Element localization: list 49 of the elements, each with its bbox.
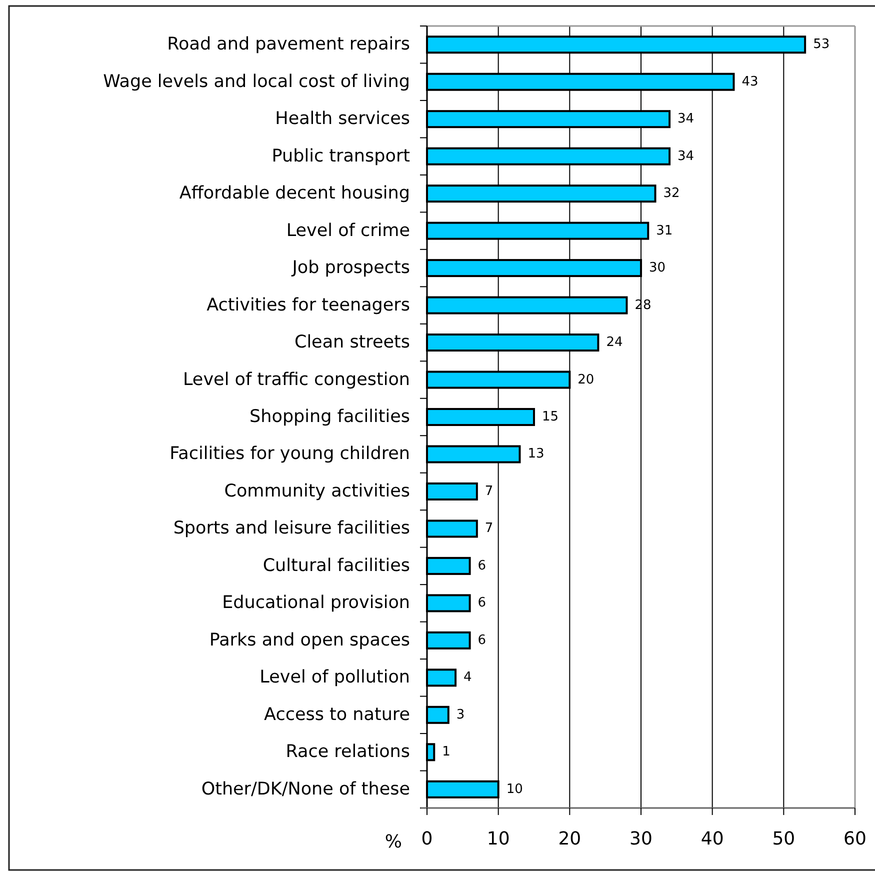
- x-tick-label: 50: [772, 828, 796, 850]
- y-tick-label: Facilities for young children: [170, 444, 410, 464]
- data-label: 1: [442, 744, 450, 760]
- y-tick-label: Educational provision: [222, 593, 410, 614]
- y-tick-label: Other/DK/None of these: [201, 779, 410, 800]
- data-label: 31: [656, 223, 673, 238]
- data-label: 20: [578, 372, 594, 388]
- y-tick-label: Sports and leisure facilities: [173, 518, 410, 539]
- data-label: 34: [678, 112, 694, 127]
- data-label: 6: [478, 596, 486, 611]
- y-tick-label: Level of pollution: [260, 668, 410, 688]
- data-label: 7: [484, 521, 494, 536]
- y-tick-label: Affordable decent housing: [179, 184, 410, 204]
- y-tick-label: Clean streets: [294, 332, 410, 353]
- data-label: 15: [542, 410, 559, 424]
- y-tick-label: Level of crime: [286, 220, 410, 241]
- y-tick-label: Shopping facilities: [250, 407, 410, 427]
- y-tick-label: Cultural facilities: [262, 556, 410, 576]
- y-tick-label: Access to nature: [264, 704, 410, 725]
- x-tick-label: 20: [558, 828, 582, 850]
- y-tick-label: Health services: [275, 109, 410, 130]
- y-tick-label: Public transport: [272, 146, 410, 166]
- x-tick-label: 60: [844, 828, 866, 850]
- x-axis-title: %: [384, 832, 402, 852]
- data-label: 43: [742, 74, 758, 90]
- data-label: 32: [663, 186, 680, 202]
- y-tick-label: Activities for teenagers: [206, 295, 410, 316]
- data-label: 4: [464, 670, 472, 686]
- y-tick-label: Parks and open spaces: [209, 630, 410, 650]
- data-label: 34: [678, 148, 694, 164]
- y-tick-label: Job prospects: [291, 258, 410, 278]
- data-label: 6: [478, 632, 486, 648]
- x-tick-label: 40: [700, 828, 724, 850]
- y-tick-label: Wage levels and local cost of living: [103, 72, 410, 92]
- data-label: 6: [478, 558, 486, 574]
- data-label: 53: [813, 37, 830, 52]
- data-label: 30: [649, 260, 666, 276]
- y-tick-label: Level of traffic congestion: [182, 370, 410, 390]
- data-label: 13: [528, 446, 544, 462]
- y-tick-label: Race relations: [286, 742, 410, 762]
- data-label: 3: [456, 707, 465, 722]
- data-label: 7: [484, 484, 494, 499]
- x-tick-label: 30: [630, 828, 652, 850]
- data-label: 10: [506, 782, 523, 797]
- x-tick-label: 0: [421, 828, 433, 850]
- y-tick-label: Road and pavement repairs: [167, 34, 410, 55]
- x-tick-label: 10: [486, 828, 510, 850]
- data-label: 24: [606, 335, 623, 350]
- y-tick-label: Community activities: [224, 481, 410, 502]
